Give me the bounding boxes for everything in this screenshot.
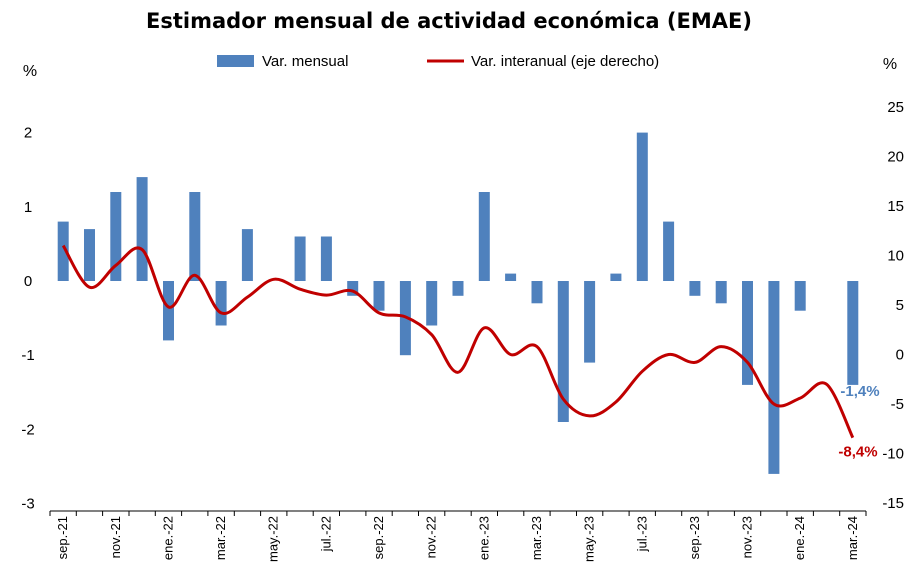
right-axis-ticks: 25 20 15 10 5 0 -5 -10 -15 xyxy=(882,99,904,512)
right-tick-label: -15 xyxy=(882,495,904,512)
x-tick-label: jul.-22 xyxy=(318,516,333,552)
bar xyxy=(584,281,596,363)
bar xyxy=(847,281,859,385)
bar xyxy=(610,273,622,281)
x-tick-label: ene.-22 xyxy=(161,516,176,560)
annotation-var-interanual: -8,4% xyxy=(838,444,877,461)
bar xyxy=(715,281,727,304)
bar xyxy=(663,221,675,281)
bar xyxy=(531,281,543,304)
left-tick-label: 2 xyxy=(24,125,32,142)
bar xyxy=(426,281,438,326)
line-series-var-interanual xyxy=(61,244,855,439)
legend: Var. mensual Var. interanual (eje derech… xyxy=(217,53,659,70)
right-tick-label: 5 xyxy=(896,297,904,314)
bar xyxy=(136,177,148,281)
bar xyxy=(689,281,701,296)
x-tick-label: nov.-23 xyxy=(740,516,755,558)
bar xyxy=(110,192,122,281)
legend-label-var-interanual: Var. interanual (eje derecho) xyxy=(471,53,659,70)
annotation-var-mensual: -1,4% xyxy=(840,383,879,400)
x-tick-label: sep.-21 xyxy=(55,516,70,559)
annotations: -1,4% -8,4% xyxy=(838,383,879,461)
right-tick-label: 25 xyxy=(887,99,904,116)
legend-label-var-mensual: Var. mensual xyxy=(262,53,348,70)
line-path xyxy=(61,244,855,439)
x-tick-label: mar.-22 xyxy=(213,516,228,560)
bar xyxy=(84,229,95,281)
bar xyxy=(557,281,569,422)
chart-title: Estimador mensual de actividad económica… xyxy=(146,9,752,33)
bar xyxy=(294,236,306,281)
bar-series-var-mensual xyxy=(57,132,859,474)
bar xyxy=(57,221,69,281)
x-tick-label: ene.-23 xyxy=(476,516,491,560)
right-tick-label: 20 xyxy=(887,149,904,166)
x-tick-label: nov.-22 xyxy=(424,516,439,558)
left-tick-label: -1 xyxy=(21,347,34,364)
left-tick-label: -2 xyxy=(21,421,34,438)
left-tick-label: -3 xyxy=(21,496,34,513)
bar xyxy=(189,192,201,281)
bar xyxy=(478,192,490,281)
bar xyxy=(742,281,753,385)
left-axis-ticks: 2 1 0 -1 -2 -3 xyxy=(21,125,34,513)
bar xyxy=(794,281,806,311)
bar xyxy=(320,236,332,281)
x-tick-label: sep.-23 xyxy=(687,516,702,559)
x-tick-label: mar.-24 xyxy=(845,516,860,560)
right-tick-label: 0 xyxy=(896,347,904,364)
right-axis-unit: % xyxy=(883,56,897,73)
bar xyxy=(373,281,385,311)
x-tick-label: sep.-22 xyxy=(371,516,386,559)
x-tick-label: mar.-23 xyxy=(529,516,544,560)
legend-swatch-var-mensual xyxy=(217,55,254,67)
right-tick-label: -10 xyxy=(882,446,904,463)
bar xyxy=(768,281,780,474)
left-axis-unit: % xyxy=(23,63,37,80)
bar xyxy=(505,273,517,281)
right-tick-label: 15 xyxy=(887,198,904,215)
bar xyxy=(163,281,174,341)
x-tick-label: nov.-21 xyxy=(108,516,123,558)
x-tick-label: ene.-24 xyxy=(792,516,807,560)
bar xyxy=(636,132,648,281)
x-tick-label: jul.-23 xyxy=(634,516,649,552)
x-tick-label: may.-23 xyxy=(582,516,597,562)
x-axis: sep.-21 nov.-21 ene.-22 mar.-22 may.-22 jul.-… xyxy=(49,510,867,562)
right-tick-label: -5 xyxy=(891,396,904,413)
right-tick-label: 10 xyxy=(887,248,904,265)
bar xyxy=(347,281,359,296)
bar xyxy=(241,229,253,281)
left-tick-label: 0 xyxy=(24,273,32,290)
x-tick-label: may.-22 xyxy=(266,516,281,562)
bar xyxy=(215,281,227,326)
bar xyxy=(452,281,464,296)
left-tick-label: 1 xyxy=(24,199,32,216)
